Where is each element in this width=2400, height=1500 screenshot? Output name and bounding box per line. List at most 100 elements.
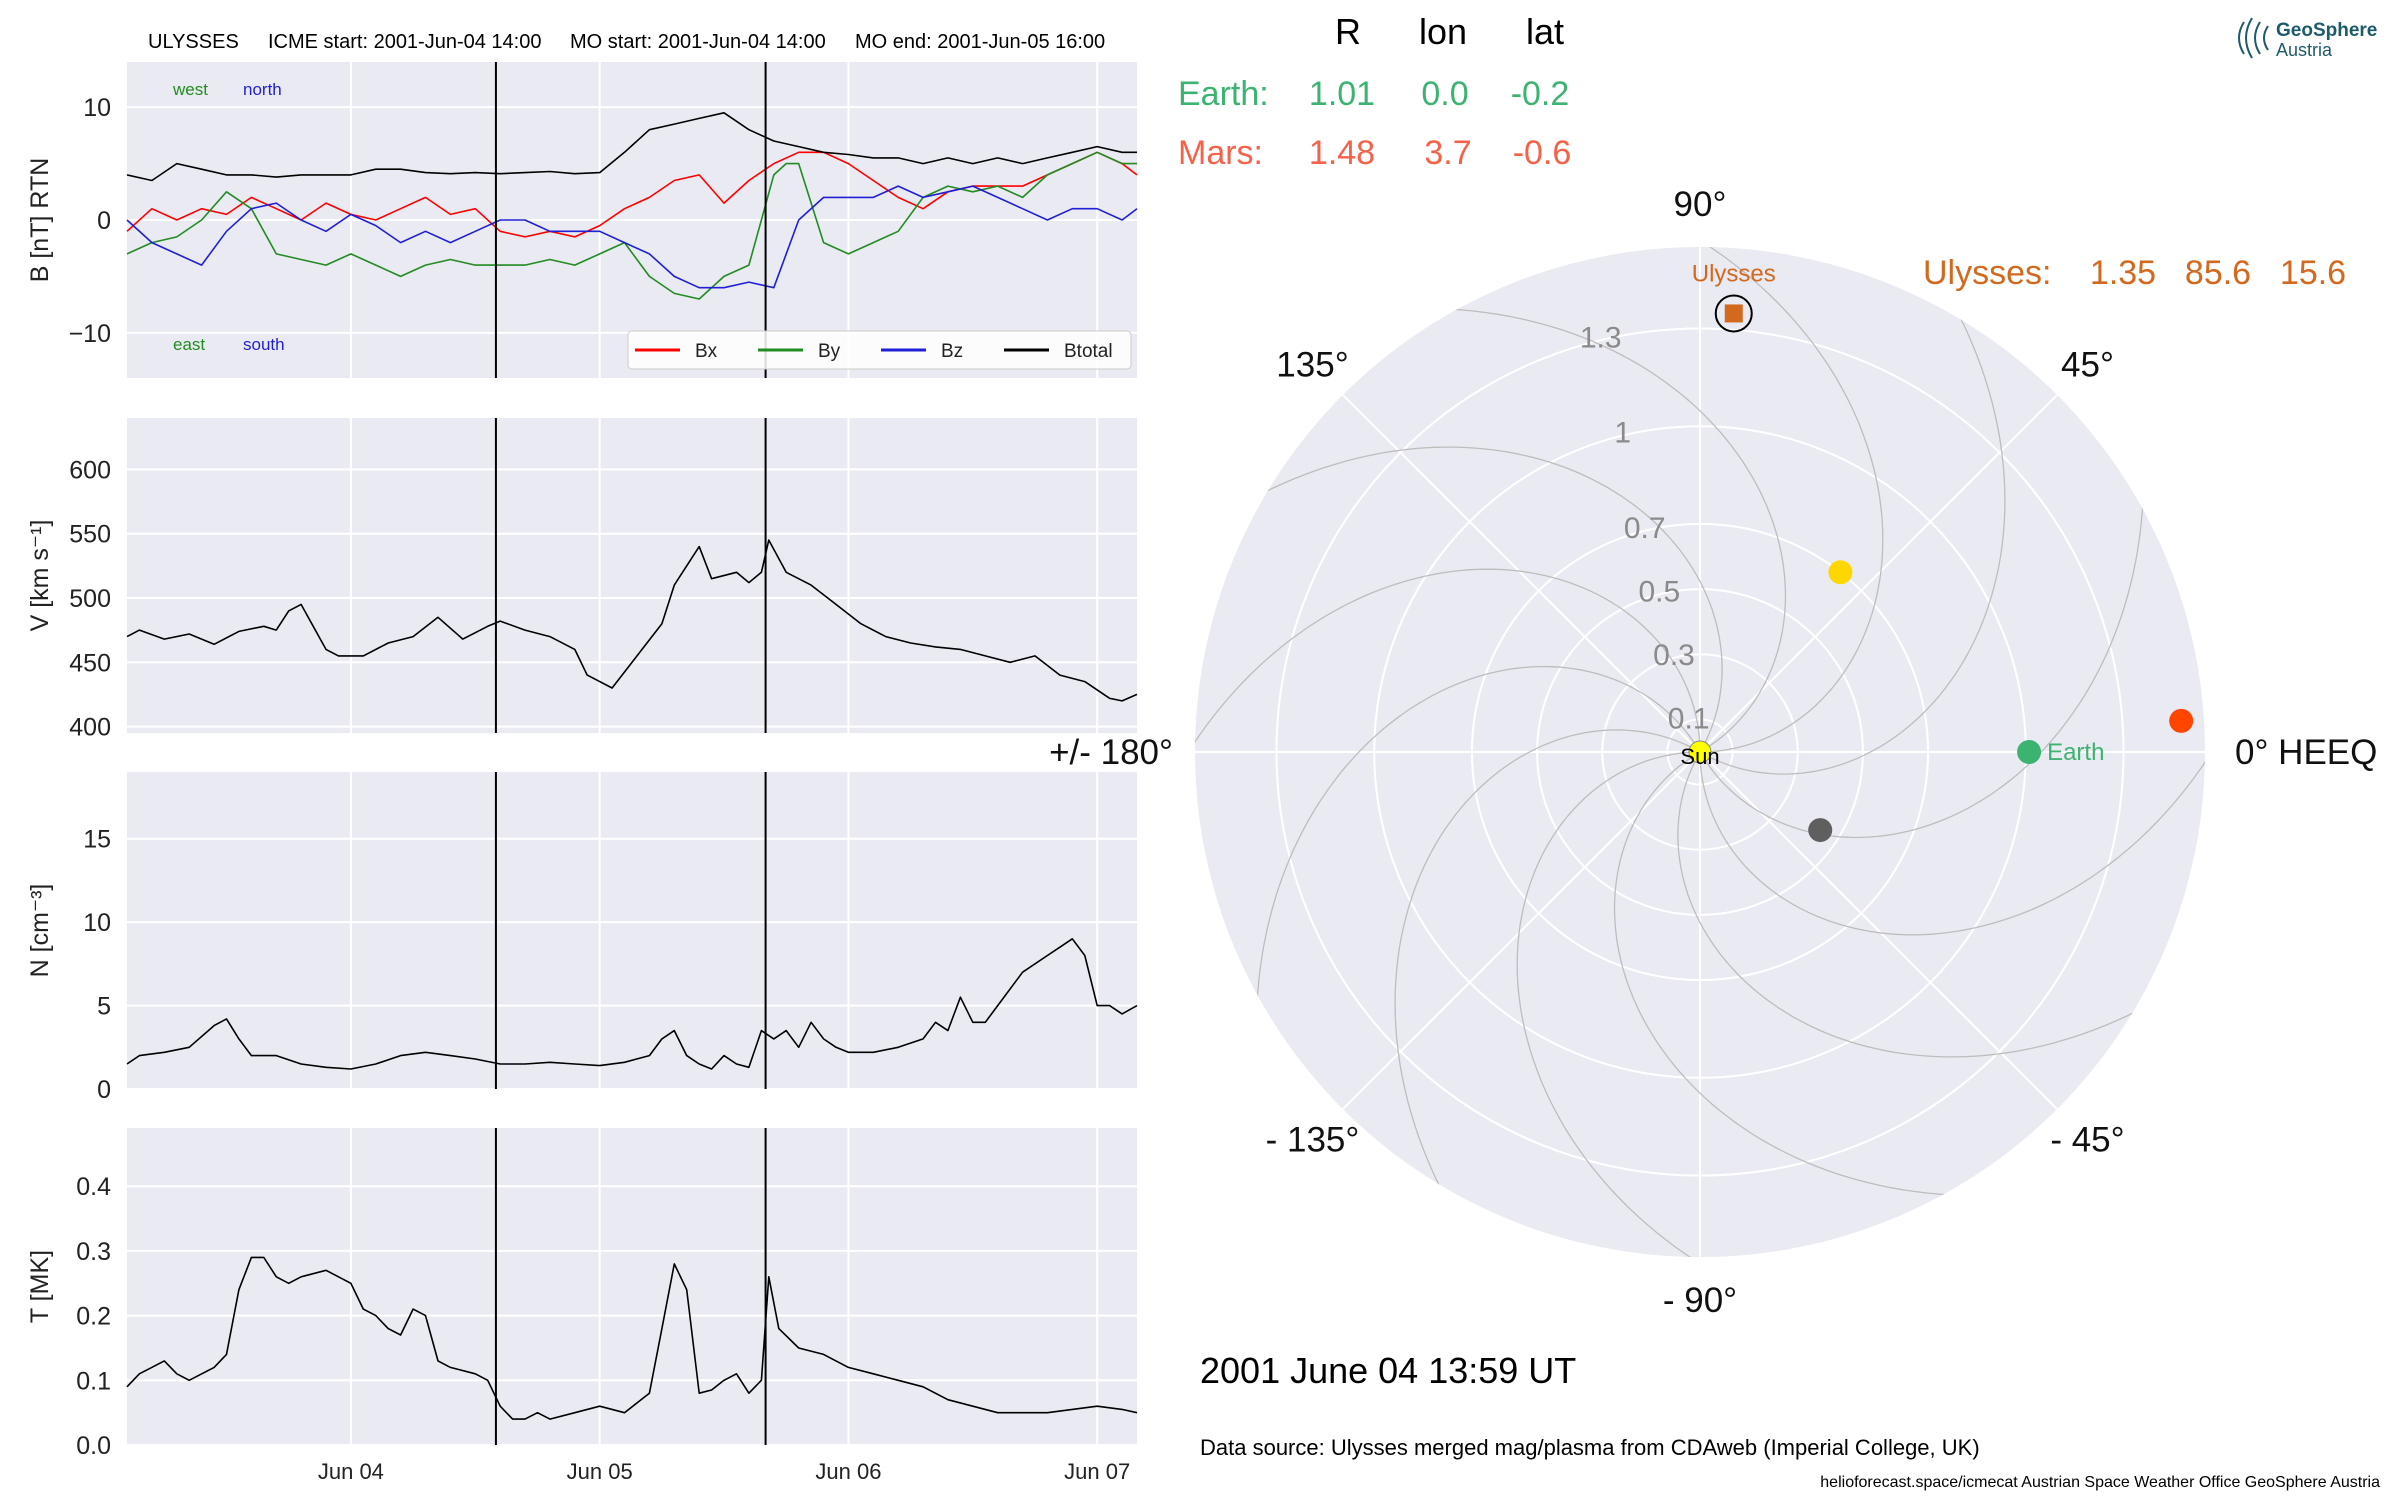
panel-background	[127, 1128, 1137, 1445]
ulysses-lon: 85.6	[2185, 254, 2251, 292]
ulysses-ring	[1714, 294, 1753, 333]
label-sun: Sun	[1680, 744, 1719, 769]
legend: Bx By Bz Btotal	[627, 330, 1132, 370]
y-axis-label: N [cm⁻³]	[26, 884, 54, 978]
x-tick-label: Jun 06	[815, 1459, 881, 1484]
point-body	[1808, 818, 1833, 843]
legend-label-bx: Bx	[695, 341, 718, 362]
parker-spiral-line	[1613, 751, 2089, 1197]
timestamp: 2001 June 04 13:59 UT	[1200, 1350, 1576, 1391]
ulysses-label: Ulysses:	[1923, 254, 2051, 292]
legend-label-by: By	[818, 341, 841, 362]
y-tick-label: 0.4	[76, 1173, 111, 1201]
logo-line2: Austria	[2276, 40, 2333, 60]
earth-lon: 0.0	[1421, 75, 1468, 113]
parker-spiral-line	[1516, 751, 1821, 1257]
table-row-mars: Mars: 1.48 3.7 -0.6	[1178, 134, 1571, 172]
header-spacecraft: ULYSSES	[148, 31, 239, 53]
earth-label: Earth:	[1178, 75, 1269, 113]
angle-label: 0° HEEQ	[2235, 733, 2377, 772]
parker-spiral-line	[1255, 665, 1701, 1141]
direction-label-north: north	[243, 80, 282, 99]
footer-credits: helioforecast.space/icmecat Austrian Spa…	[1820, 1474, 2380, 1491]
point-body	[1828, 560, 1853, 585]
y-tick-label: 5	[97, 993, 111, 1021]
y-tick-label: 400	[69, 714, 111, 742]
radial-tick-label: 1	[1614, 417, 1631, 450]
parker-spiral-line	[1699, 247, 2006, 775]
header-mo-end: MO end: 2001-Jun-05 16:00	[855, 31, 1105, 53]
table-row-ulysses: Ulysses: 1.35 85.6 15.6	[1923, 254, 2346, 292]
y-axis-label: T [MK]	[26, 1250, 54, 1323]
parker-spiral-line	[1195, 446, 1723, 753]
angle-label: +/- 180°	[1049, 733, 1173, 772]
table-header-lon: lon	[1419, 11, 1467, 52]
y-tick-label: 0.3	[76, 1238, 111, 1266]
direction-label-south: south	[243, 335, 285, 354]
y-tick-label: 0.2	[76, 1303, 111, 1331]
panel-temperature: 0.0 0.1 0.2 0.3 0.4 T [MK] Jun 04 Jun 05 Jun 06 J…	[26, 1128, 1138, 1484]
mars-label: Mars:	[1178, 134, 1263, 172]
angle-label: 45°	[2061, 346, 2114, 385]
direction-label-east: east	[173, 335, 205, 354]
y-tick-label: 600	[69, 456, 111, 484]
x-tick-label: Jun 07	[1064, 1459, 1130, 1484]
parker-spiral-line	[1394, 729, 1701, 1257]
y-tick-label: 10	[83, 94, 111, 122]
angle-label: - 45°	[2050, 1120, 2124, 1159]
label-ulysses: Ulysses	[1692, 260, 1776, 287]
panel-speed: 400 450 500 550 600 V [km s⁻¹]	[26, 418, 1138, 742]
angle-label: 90°	[1674, 185, 1727, 224]
geosphere-logo: GeoSphere Austria	[2238, 17, 2377, 60]
ulysses-lat: 15.6	[2280, 254, 2346, 292]
radial-tick-label: 0.3	[1653, 639, 1695, 672]
series-line-v	[126, 539, 1138, 702]
table-header-r: R	[1335, 11, 1361, 52]
y-tick-label: 15	[83, 826, 111, 854]
series-line-by	[126, 151, 1137, 300]
parker-spirals	[1195, 247, 2205, 1257]
radial-tick-label: 0.5	[1638, 575, 1680, 608]
parker-spiral-line	[1579, 247, 1884, 753]
point-ulysses	[1724, 304, 1743, 323]
geosphere-logo-icon	[2238, 17, 2269, 59]
point-mars	[2169, 708, 2194, 733]
x-tick-label: Jun 04	[318, 1459, 384, 1484]
panel-density: 0 5 10 15 N [cm⁻³]	[26, 772, 1138, 1104]
y-tick-label: 0.1	[76, 1367, 111, 1395]
y-tick-label: 0	[97, 1076, 111, 1104]
parker-spiral-line	[1195, 568, 1701, 873]
panel-background	[127, 418, 1137, 733]
y-tick-label: 550	[69, 521, 111, 549]
y-tick-label: 450	[69, 649, 111, 677]
timeseries-panels: 10 0 −10 B [nT] RTN west north east south Bx By Bz…	[26, 62, 1138, 1484]
parker-spiral-line	[1699, 363, 2145, 839]
y-tick-label: 0.0	[76, 1432, 111, 1460]
legend-label-bz: Bz	[941, 341, 963, 362]
radial-tick-label: 1.3	[1580, 321, 1622, 354]
mars-lon: 3.7	[1424, 134, 1471, 172]
data-source: Data source: Ulysses merged mag/plasma f…	[1200, 1435, 1980, 1460]
panel-background	[127, 772, 1137, 1089]
legend-label-btotal: Btotal	[1064, 341, 1113, 362]
point-sun	[1688, 740, 1712, 764]
x-tick-label: Jun 05	[567, 1459, 633, 1484]
polar-plot: 0.1 0.3 0.5 0.7 1 1.3 0° HEEQ 45° 90° 135° +/- 180…	[1049, 185, 2377, 1320]
panel-magnetic-field: 10 0 −10 B [nT] RTN west north east south Bx By Bz…	[26, 62, 1138, 378]
point-earth	[2017, 740, 2042, 764]
logo-line1: GeoSphere	[2276, 20, 2377, 41]
header-mo-start: MO start: 2001-Jun-04 14:00	[570, 31, 826, 53]
mars-r: 1.48	[1309, 134, 1375, 172]
angle-label: 135°	[1276, 346, 1348, 385]
series-line-n	[126, 937, 1138, 1070]
parker-spiral-line	[1699, 631, 2205, 936]
legend-box	[627, 330, 1132, 370]
angle-label: - 90°	[1663, 1281, 1737, 1320]
direction-label-west: west	[172, 80, 208, 99]
y-axis-label: V [km s⁻¹]	[26, 520, 54, 632]
radial-tick-label: 0.7	[1624, 512, 1666, 545]
parker-spiral-line	[1677, 751, 2205, 1058]
radial-tick-label: 0.1	[1668, 702, 1710, 735]
ulysses-r: 1.35	[2090, 254, 2156, 292]
parker-spiral-line	[1311, 307, 1787, 753]
